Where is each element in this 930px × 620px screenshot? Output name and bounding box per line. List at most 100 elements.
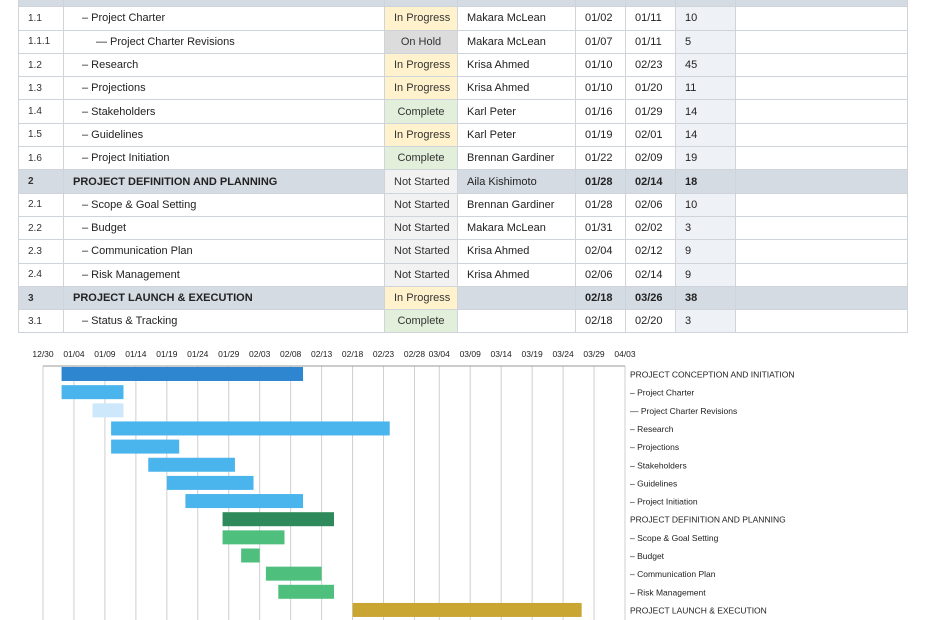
task-end-cell: 01/11 xyxy=(625,29,676,54)
task-end-cell: 02/02 xyxy=(625,215,676,241)
task-duration-cell: 19 xyxy=(675,146,736,171)
gantt-bar xyxy=(278,584,334,599)
task-name-cell: – Status & Tracking xyxy=(63,309,385,334)
task-name-cell: – Communication Plan xyxy=(63,239,385,264)
task-start-cell xyxy=(575,0,626,8)
gantt-tick-label: 01/09 xyxy=(94,349,116,359)
task-extra-cell xyxy=(735,52,908,78)
task-id-cell: 2.1 xyxy=(18,192,64,217)
task-status-cell: In Progress xyxy=(384,52,458,78)
gantt-bar xyxy=(265,566,322,581)
task-status-cell: Complete xyxy=(384,146,458,171)
gantt-tick-label: 02/03 xyxy=(249,349,271,359)
task-name-cell: – Budget xyxy=(63,215,385,241)
gantt-tick-label: 01/14 xyxy=(125,349,147,359)
task-start-cell: 02/06 xyxy=(575,262,626,287)
gantt-bar xyxy=(185,494,304,509)
task-start-cell: 01/16 xyxy=(575,99,626,124)
task-duration-cell: 38 xyxy=(675,285,736,311)
gantt-task-label: – Scope & Goal Setting xyxy=(630,533,719,543)
task-row[interactable]: 1.4– Stakeholders Complete Karl Peter 01/16… xyxy=(18,99,908,124)
task-row[interactable]: 3.1– Status & Tracking Complete 02/18 02/20… xyxy=(18,309,908,334)
task-duration-cell: 18 xyxy=(675,169,736,194)
gantt-bar xyxy=(61,367,304,381)
task-extra-cell xyxy=(735,309,908,334)
task-assignee-cell: Makara McLean xyxy=(457,29,576,54)
task-assignee-cell: Makara McLean xyxy=(457,6,576,31)
task-table: 1.1– Project Charter In Progress Makara Mc… xyxy=(18,0,908,334)
task-status-cell: Not Started xyxy=(384,215,458,241)
gantt-tick-label: 02/08 xyxy=(280,349,302,359)
gantt-tick-label: 12/30 xyxy=(32,349,54,359)
gantt-task-label: – Guidelines xyxy=(630,478,677,488)
task-duration-cell: 3 xyxy=(675,309,736,334)
task-row[interactable]: 2.3– Communication Plan Not Started Krisa … xyxy=(18,239,908,264)
gantt-bar xyxy=(222,530,285,545)
task-start-cell: 02/18 xyxy=(575,309,626,334)
task-extra-cell xyxy=(735,122,908,148)
task-assignee-cell: Karl Peter xyxy=(457,122,576,148)
gantt-tick-label: 03/19 xyxy=(521,349,543,359)
gantt-tick-label: 02/28 xyxy=(404,349,426,359)
task-row[interactable]: 1.3– Projections In Progress Krisa Ahmed 01… xyxy=(18,76,908,101)
task-status-cell: In Progress xyxy=(384,76,458,101)
phase-row[interactable] xyxy=(18,0,908,8)
task-duration-cell: 5 xyxy=(675,29,736,54)
task-name-cell: – Scope & Goal Setting xyxy=(63,192,385,217)
task-row[interactable]: 2.4– Risk Management Not Started Krisa Ahm… xyxy=(18,262,908,287)
gantt-bar xyxy=(241,548,260,563)
task-name-cell: – Risk Management xyxy=(63,262,385,287)
gantt-bar xyxy=(92,403,124,418)
task-duration-cell xyxy=(675,0,736,8)
gantt-task-label: – Stakeholders xyxy=(630,460,687,470)
gantt-tick-label: 01/04 xyxy=(63,349,85,359)
task-end-cell xyxy=(625,0,676,8)
gantt-tick-label: 03/24 xyxy=(552,349,574,359)
gantt-task-label: PROJECT CONCEPTION AND INITIATION xyxy=(630,370,795,380)
task-start-cell: 01/07 xyxy=(575,29,626,54)
task-end-cell: 02/01 xyxy=(625,122,676,148)
task-row[interactable]: 2.1– Scope & Goal Setting Not Started Bren… xyxy=(18,192,908,217)
task-id-cell: 2.2 xyxy=(18,215,64,241)
task-status-cell: Complete xyxy=(384,99,458,124)
task-extra-cell xyxy=(735,262,908,287)
gantt-bar xyxy=(61,385,124,400)
gantt-bar xyxy=(166,475,254,490)
task-name-cell: – Projections xyxy=(63,76,385,101)
task-id-cell: 3.1 xyxy=(18,309,64,334)
gantt-task-label: – Projections xyxy=(630,442,679,452)
task-name-cell xyxy=(63,0,385,8)
task-extra-cell xyxy=(735,285,908,311)
task-end-cell: 02/20 xyxy=(625,309,676,334)
task-row[interactable]: 1.5– Guidelines In Progress Karl Peter 01/1… xyxy=(18,122,908,148)
task-end-cell: 02/06 xyxy=(625,192,676,217)
task-extra-cell xyxy=(735,239,908,264)
gantt-bar xyxy=(222,512,334,527)
task-end-cell: 03/26 xyxy=(625,285,676,311)
task-duration-cell: 14 xyxy=(675,99,736,124)
task-start-cell: 01/19 xyxy=(575,122,626,148)
task-assignee-cell xyxy=(457,309,576,334)
task-extra-cell xyxy=(735,0,908,8)
phase-row[interactable]: 2 PROJECT DEFINITION AND PLANNING Not Star… xyxy=(18,169,908,194)
task-duration-cell: 14 xyxy=(675,122,736,148)
task-status-cell: Not Started xyxy=(384,239,458,264)
task-id-cell: 1.1.1 xyxy=(18,29,64,54)
gantt-chart: 12/30 01/04 01/09 01/14 01/19 01/24 01/29 02/03… xyxy=(32,349,795,620)
phase-row[interactable]: 3 PROJECT LAUNCH & EXECUTION In Progress 02… xyxy=(18,285,908,311)
task-status-cell: In Progress xyxy=(384,6,458,31)
task-row[interactable]: 1.6– Project Initiation Complete Brennan G… xyxy=(18,146,908,171)
task-name-cell: – Guidelines xyxy=(63,122,385,148)
task-id-cell: 2 xyxy=(18,169,64,194)
task-row[interactable]: 1.2– Research In Progress Krisa Ahmed 01/10… xyxy=(18,52,908,78)
task-end-cell: 01/11 xyxy=(625,6,676,31)
task-name-cell: – Project Initiation xyxy=(63,146,385,171)
task-row[interactable]: 1.1– Project Charter In Progress Makara Mc… xyxy=(18,6,908,31)
task-start-cell: 02/04 xyxy=(575,239,626,264)
gantt-task-label: – Risk Management xyxy=(630,587,706,597)
task-row[interactable]: 1.1.1— Project Charter Revisions On Hold M… xyxy=(18,29,908,54)
gantt-task-label: — Project Charter Revisions xyxy=(630,406,737,416)
task-name-cell: – Project Charter xyxy=(63,6,385,31)
task-row[interactable]: 2.2– Budget Not Started Makara McLean 01/31… xyxy=(18,215,908,241)
gantt-tick-label: 02/18 xyxy=(342,349,364,359)
